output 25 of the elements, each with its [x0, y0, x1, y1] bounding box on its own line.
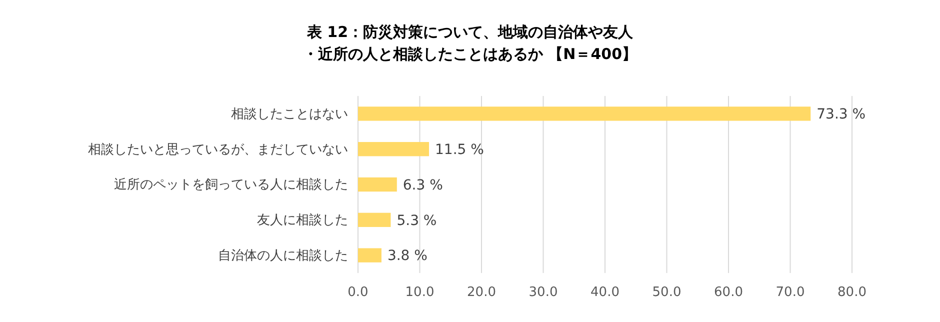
- x-tick-label: 80.0: [838, 285, 866, 300]
- x-tick-label: 20.0: [467, 285, 496, 300]
- bar: [358, 106, 811, 121]
- x-tick-label: 10.0: [405, 285, 434, 300]
- bar: [358, 248, 382, 262]
- x-tick-label: 50.0: [652, 285, 682, 300]
- bar: [358, 142, 430, 156]
- x-tick-label: 60.0: [714, 285, 743, 300]
- data-label: 5.3 %: [396, 212, 437, 229]
- y-tick-label: 友人に相談した: [257, 213, 348, 228]
- x-tick-label: 0.0: [348, 285, 368, 300]
- x-tick-label: 40.0: [590, 285, 620, 300]
- x-tick-label: 70.0: [776, 285, 805, 300]
- chart-title: 表 12：防災対策について、地域の自治体や友人・近所の人と相談したことはあるか 【N＝400】: [302, 23, 638, 63]
- data-label: 11.5 %: [435, 142, 484, 158]
- data-label: 3.8 %: [387, 248, 428, 264]
- y-tick-label: 相談したことはない: [231, 106, 348, 122]
- data-label: 73.3 %: [816, 106, 866, 123]
- y-tick-label: 自治体の人に相談した: [218, 248, 348, 264]
- y-tick-label: 相談したいと思っているが、まだしていない: [88, 142, 348, 158]
- bar: [358, 212, 391, 227]
- data-label: 6.3 %: [402, 177, 443, 194]
- bar: [358, 177, 397, 192]
- y-tick-label: 近所のペットを飼っている人に相談した: [114, 178, 348, 193]
- x-tick-label: 30.0: [528, 285, 558, 300]
